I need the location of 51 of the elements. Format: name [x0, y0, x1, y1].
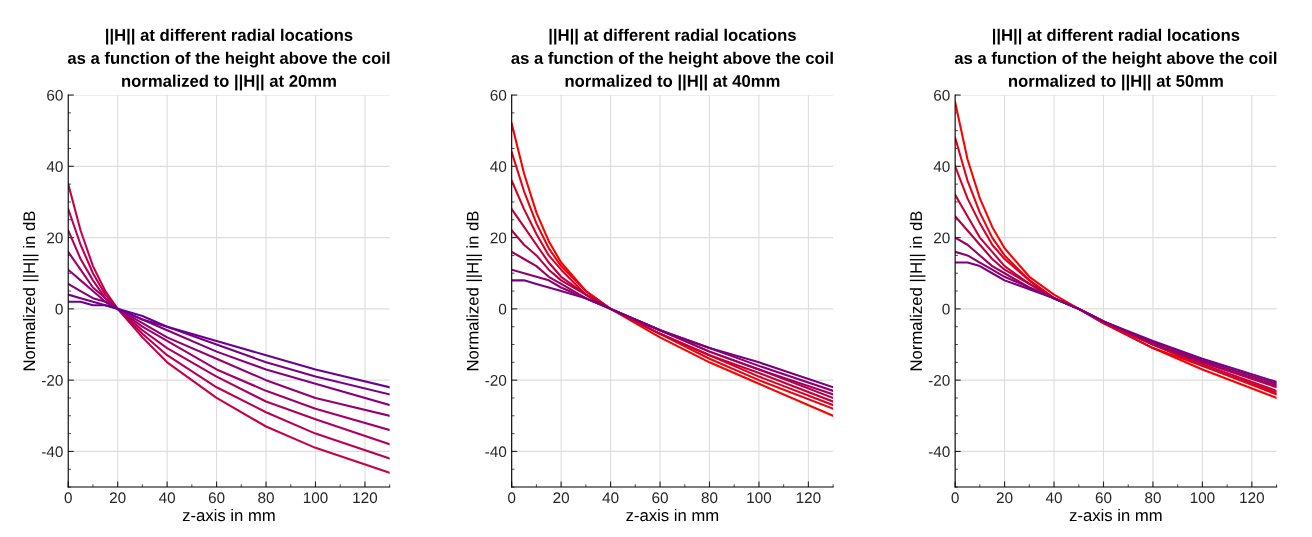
y-tick-label: 40: [933, 161, 950, 173]
x-tick-label: 60: [1095, 492, 1112, 504]
x-tick-label: 120: [353, 492, 378, 504]
y-tick-label: 60: [934, 89, 950, 101]
x-tick-label: 0: [508, 492, 516, 504]
y-tick-label: 40: [46, 161, 63, 173]
x-tick-label: 20: [553, 492, 570, 504]
chart-title: ||H|| at different radial locations as a function of the height above the coil normalized to ||H|| at 40mm: [511, 28, 833, 91]
y-axis-title: Normalized ||H|| in dB: [22, 211, 39, 371]
y-tick-label: 0: [942, 303, 950, 315]
x-tick-label: 40: [602, 492, 619, 504]
y-tick-label: 20: [490, 232, 507, 244]
y-tick-label: -20: [485, 375, 507, 386]
x-tick-label: 80: [1145, 492, 1161, 504]
line-series: [68, 250, 390, 432]
x-tick-label: 120: [796, 492, 821, 504]
line-series: [68, 268, 390, 417]
y-tick-label: 20: [934, 232, 950, 244]
x-tick-label: 100: [747, 492, 772, 504]
y-tick-label: 40: [490, 161, 507, 173]
x-tick-label: 100: [1190, 492, 1215, 504]
y-tick-label: -40: [485, 446, 507, 458]
x-tick-label: 60: [208, 492, 225, 504]
y-tick-label: 20: [47, 232, 63, 244]
x-tick-label: 120: [1240, 492, 1264, 504]
chart-title: ||H|| at different radial locations as a function of the height above the coil normalized to ||H|| at 50mm: [954, 28, 1277, 91]
x-tick-label: 80: [701, 492, 718, 504]
y-axis-title: Normalized ||H|| in dB: [466, 211, 482, 371]
y-tick-label: -20: [928, 375, 950, 386]
x-tick-label: 0: [951, 492, 959, 504]
x-tick-label: 60: [652, 492, 668, 504]
y-tick-label: 60: [47, 89, 63, 101]
x-axis-title: z-axis in mm: [626, 508, 719, 522]
y-tick-label: -40: [928, 446, 950, 458]
x-tick-label: 20: [109, 492, 126, 504]
x-axis-title: z-axis in mm: [1069, 508, 1162, 522]
y-tick-label: -20: [41, 375, 63, 386]
x-tick-label: 0: [64, 492, 72, 504]
x-tick-label: 40: [158, 492, 176, 504]
x-tick-label: 40: [1045, 492, 1062, 504]
x-axis-title: z-axis in mm: [182, 508, 275, 522]
line-series: [68, 282, 390, 407]
y-tick-label: 0: [498, 303, 507, 315]
y-tick-label: -40: [41, 446, 63, 458]
chart-title: ||H|| at different radial locations as a function of the height above the coil normalized to ||H|| at 20mm: [67, 28, 390, 91]
x-tick-label: 100: [303, 492, 328, 504]
x-tick-label: 20: [996, 492, 1013, 504]
y-tick-label: 0: [55, 303, 63, 315]
y-tick-label: 60: [490, 89, 507, 101]
y-axis-title: Normalized ||H|| in dB: [909, 211, 926, 371]
x-tick-label: 80: [258, 492, 274, 504]
